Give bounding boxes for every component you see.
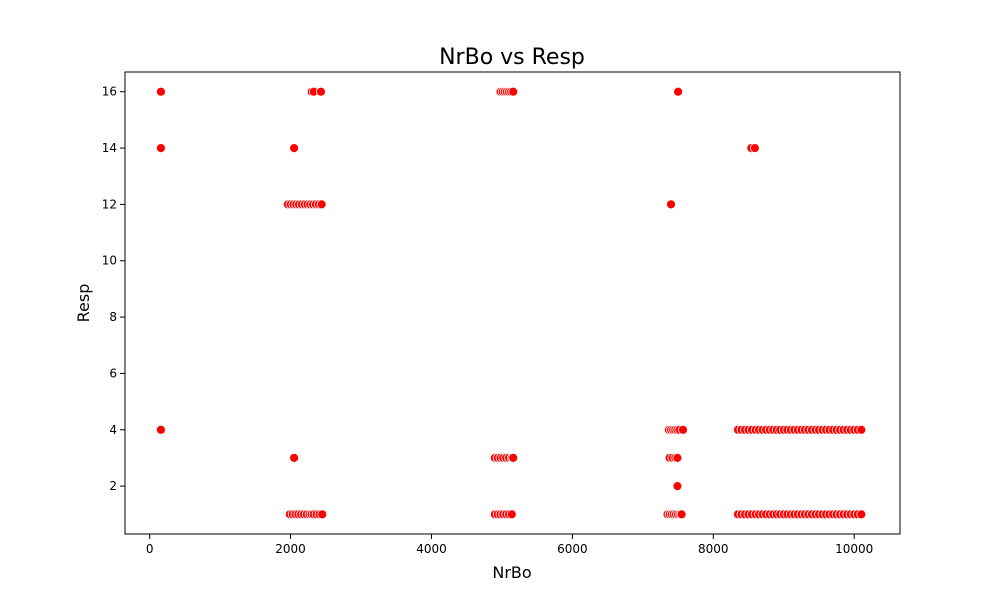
x-tick-label: 2000	[275, 542, 306, 556]
data-point	[317, 509, 328, 520]
data-point	[155, 143, 166, 154]
data-point	[672, 481, 683, 492]
data-point	[289, 143, 300, 154]
x-tick-label: 6000	[557, 542, 588, 556]
chart-title: NrBo vs Resp	[439, 45, 585, 70]
x-tick-label: 4000	[416, 542, 447, 556]
y-tick-label: 2	[109, 479, 117, 493]
data-point	[666, 199, 676, 210]
y-tick-label: 8	[109, 310, 117, 324]
y-axis-label: Resp	[74, 284, 93, 323]
data-point	[750, 143, 760, 154]
data-point	[316, 199, 327, 210]
y-tick-label: 10	[102, 254, 117, 268]
data-point	[289, 452, 300, 463]
plot-frame	[124, 71, 901, 535]
data-point	[678, 424, 688, 435]
data-point	[856, 509, 867, 520]
y-tick-label: 4	[109, 423, 117, 437]
x-axis: 0 2000 4000 6000 8000 10000	[146, 534, 873, 556]
data-point	[508, 452, 519, 463]
data-point	[676, 509, 687, 520]
x-tick-label: 0	[146, 542, 154, 556]
y-axis: 2 4 6 8 10 12 14 16	[102, 85, 125, 493]
data-point	[672, 452, 683, 463]
data-point	[155, 86, 166, 97]
data-point	[506, 509, 517, 520]
x-tick-label: 10000	[835, 542, 873, 556]
y-tick-label: 14	[102, 141, 117, 155]
data-points	[155, 86, 867, 520]
y-tick-label: 12	[102, 197, 117, 211]
x-axis-label: NrBo	[492, 563, 531, 582]
data-point	[856, 424, 867, 435]
data-point	[155, 424, 166, 435]
data-point	[508, 86, 519, 97]
data-point	[315, 86, 326, 97]
y-tick-label: 16	[102, 85, 117, 99]
data-point	[673, 86, 683, 97]
x-tick-label: 8000	[698, 542, 729, 556]
y-tick-label: 6	[109, 366, 117, 380]
